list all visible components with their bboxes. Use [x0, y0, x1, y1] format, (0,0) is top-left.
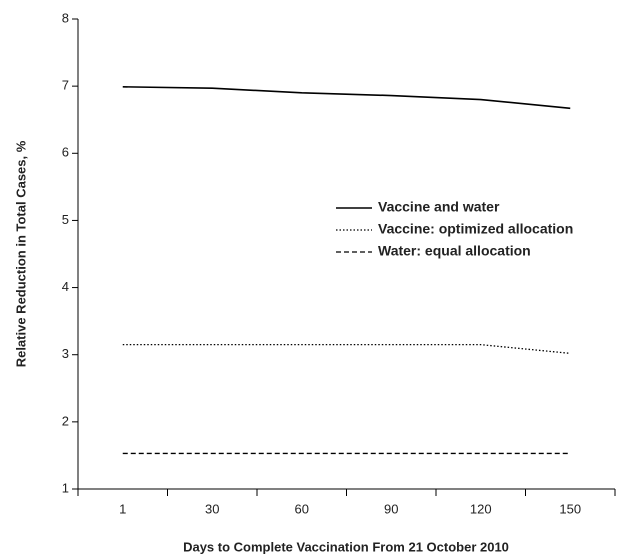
x-tick-label: 1 — [119, 501, 126, 516]
y-tick-label: 8 — [62, 10, 69, 25]
x-axis-title: Days to Complete Vaccination From 21 Oct… — [183, 539, 509, 554]
y-tick-label: 6 — [62, 145, 69, 160]
legend-label: Water: equal allocation — [378, 243, 531, 259]
x-tick-label: 120 — [470, 501, 492, 516]
series-line — [122, 343, 571, 355]
y-tick-label: 1 — [62, 480, 69, 495]
x-tick-label: 150 — [559, 501, 581, 516]
y-tick-label: 7 — [62, 78, 69, 93]
x-tick-label: 90 — [384, 501, 398, 516]
series-line — [122, 86, 571, 110]
x-tick-label: 30 — [205, 501, 219, 516]
y-tick-label: 4 — [62, 279, 69, 294]
x-tick-label: 60 — [295, 501, 309, 516]
y-tick-label: 5 — [62, 212, 69, 227]
y-tick-label: 3 — [62, 346, 69, 361]
legend-label: Vaccine: optimized allocation — [378, 221, 573, 237]
legend-label: Vaccine and water — [378, 199, 500, 215]
y-tick-label: 2 — [62, 413, 69, 428]
y-axis-title: Relative Reduction in Total Cases, % — [13, 140, 28, 367]
